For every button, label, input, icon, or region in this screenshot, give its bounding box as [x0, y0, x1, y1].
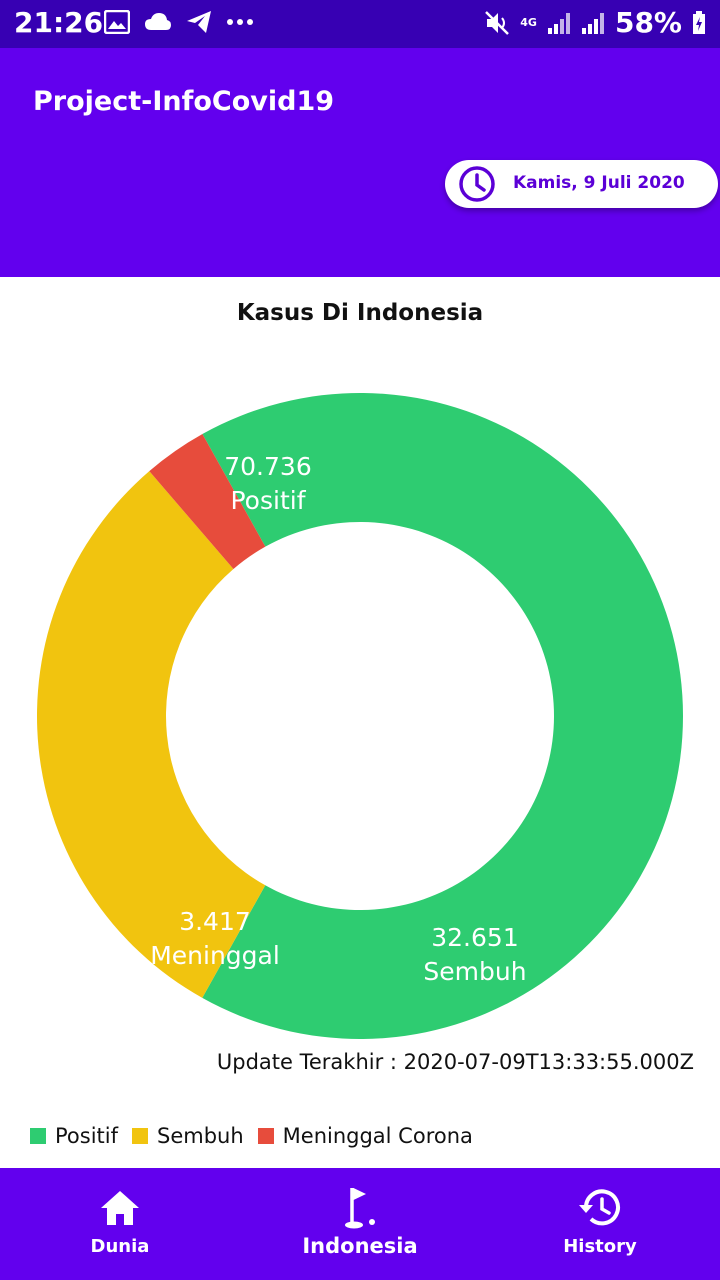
nav-label: Indonesia: [302, 1234, 418, 1258]
history-icon: [579, 1189, 620, 1226]
system-icons: 4G 58%: [484, 6, 706, 39]
legend-label: Sembuh: [157, 1124, 244, 1148]
app-bar: Project-InfoCovid19 Kamis, 9 Juli 2020: [0, 48, 720, 277]
nav-label: History: [563, 1236, 637, 1257]
slice-label-sembuh: Sembuh: [423, 957, 526, 986]
battery-percent: 58%: [614, 6, 682, 39]
nav-dunia[interactable]: Dunia: [0, 1168, 240, 1280]
nav-history[interactable]: History: [480, 1168, 720, 1280]
chart-title: Kasus Di Indonesia: [236, 300, 484, 326]
donut-slice-meninggal: [149, 434, 266, 569]
donut-slice-positif: [202, 392, 684, 1039]
nav-label: Dunia: [90, 1236, 150, 1257]
mute-icon: [485, 10, 510, 35]
date-text: Kamis, 9 Juli 2020: [513, 173, 685, 193]
clock-icon: [459, 166, 495, 202]
telegram-icon: [187, 11, 211, 33]
app-title: Project-InfoCovid19: [33, 86, 335, 117]
golf-flag-icon: [345, 1188, 375, 1229]
status-time: 21:26: [14, 6, 104, 39]
image-icon: [104, 10, 130, 34]
bottom-navigation: Dunia Indonesia History: [0, 1168, 720, 1280]
last-update: Update Terakhir : 2020-07-09T13:33:55.00…: [216, 1050, 694, 1074]
home-icon: [101, 1191, 139, 1225]
legend-label: Meninggal Corona: [282, 1124, 473, 1148]
legend-item-meninggal: Meninggal Corona: [257, 1124, 473, 1148]
legend-label: Positif: [55, 1124, 118, 1148]
more-icon: [227, 19, 253, 25]
slice-value-sembuh: 32.651: [431, 923, 518, 952]
legend-swatch: [30, 1128, 46, 1144]
cloud-icon: [145, 13, 171, 30]
slice-value-meninggal: 3.417: [179, 907, 251, 936]
nav-indonesia[interactable]: Indonesia: [240, 1168, 480, 1280]
battery-icon: [693, 10, 705, 34]
slice-label-positif: Positif: [231, 486, 307, 515]
legend-item-sembuh: Sembuh: [132, 1124, 244, 1148]
chart-legend: Positif Sembuh Meninggal Corona: [30, 1124, 487, 1148]
legend-swatch: [132, 1128, 148, 1144]
legend-item-positif: Positif: [30, 1124, 118, 1148]
signal-icon: [547, 12, 570, 34]
slice-value-positif: 70.736: [224, 452, 311, 481]
network-type: 4G: [520, 16, 537, 29]
donut-slice-sembuh: [37, 471, 266, 998]
legend-swatch: [257, 1128, 274, 1144]
status-bar: 21:26 4G 58%: [0, 0, 720, 48]
signal-icon-2: [581, 12, 604, 34]
notification-icons: [104, 10, 254, 34]
donut-chart: 70.736 Positif 32.651 Sembuh 3.417 Meninggal: [37, 392, 684, 1039]
date-chip: Kamis, 9 Juli 2020: [445, 160, 718, 208]
slice-label-meninggal: Meninggal: [150, 941, 280, 970]
